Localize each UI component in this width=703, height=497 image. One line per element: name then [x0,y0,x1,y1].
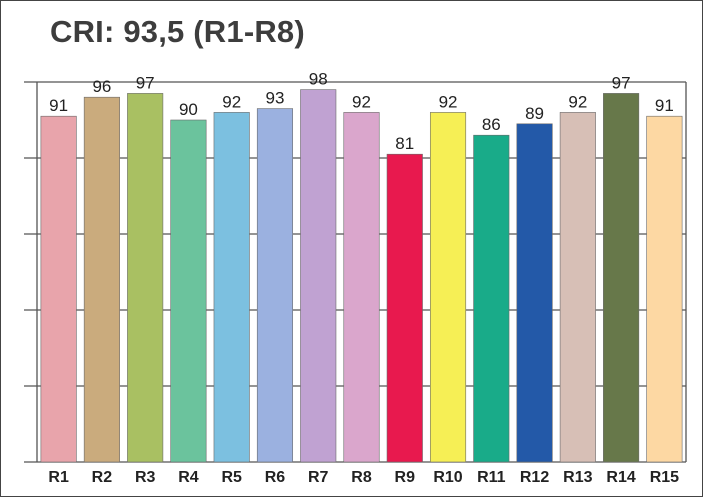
value-label-r13: 92 [568,92,587,111]
tick-label-r14: R14 [606,469,635,486]
category-tick-labels: R1 R2 R3 R4 R5 R6 R7 R8 R9 R10 R11 R12 R13 R14 R15 [48,469,679,486]
bar-r2 [83,96,120,463]
tick-label-r12: R12 [520,469,549,486]
bar-r6 [256,108,294,463]
bars [40,89,683,463]
value-label-r10: 92 [439,92,458,111]
bar-r11 [473,134,510,463]
tick-label-r4: R4 [178,469,199,486]
tick-label-r9: R9 [395,469,416,486]
chart-title: CRI: 93,5 (R1-R8) [50,14,305,49]
tick-label-r11: R11 [477,469,506,486]
bar-r14 [603,93,640,463]
bar-r12 [516,123,553,463]
value-labels: 91 96 97 90 92 93 98 92 81 92 86 89 92 97 91 [49,70,674,154]
bar-r5 [213,112,250,463]
tick-label-r5: R5 [221,469,242,486]
value-label-r6: 93 [266,89,285,108]
tick-label-r1: R1 [48,469,69,486]
bar-r10 [429,112,467,463]
value-label-r3: 97 [136,73,155,92]
tick-label-r10: R10 [433,469,462,486]
value-label-r12: 89 [525,104,544,123]
bar-r15 [646,115,683,463]
tick-label-r15: R15 [650,469,679,486]
tick-label-r6: R6 [265,469,286,486]
tick-label-r2: R2 [92,469,113,486]
tick-label-r13: R13 [563,469,592,486]
bar-r8 [343,112,380,463]
tick-label-r8: R8 [351,469,372,486]
value-label-r1: 91 [49,96,68,115]
bar-r13 [559,112,596,463]
value-label-r8: 92 [352,92,371,111]
bar-r3 [127,93,164,463]
bar-r1 [40,115,77,463]
bar-r9 [386,153,423,463]
value-label-r2: 96 [92,77,111,96]
tick-label-r3: R3 [135,469,156,486]
value-label-r5: 92 [222,92,241,111]
tick-label-r7: R7 [308,469,329,486]
value-label-r9: 81 [395,134,414,153]
value-label-r7: 98 [309,70,328,89]
value-label-r11: 86 [482,115,501,134]
value-label-r4: 90 [179,100,198,119]
bar-r4 [170,119,207,463]
value-label-r15: 91 [655,96,674,115]
bar-r7 [300,89,337,463]
value-label-r14: 97 [612,73,631,92]
